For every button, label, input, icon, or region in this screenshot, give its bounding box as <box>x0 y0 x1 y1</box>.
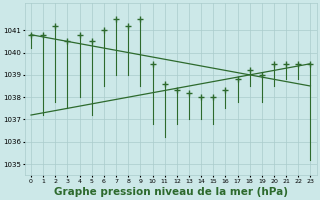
X-axis label: Graphe pression niveau de la mer (hPa): Graphe pression niveau de la mer (hPa) <box>54 187 288 197</box>
